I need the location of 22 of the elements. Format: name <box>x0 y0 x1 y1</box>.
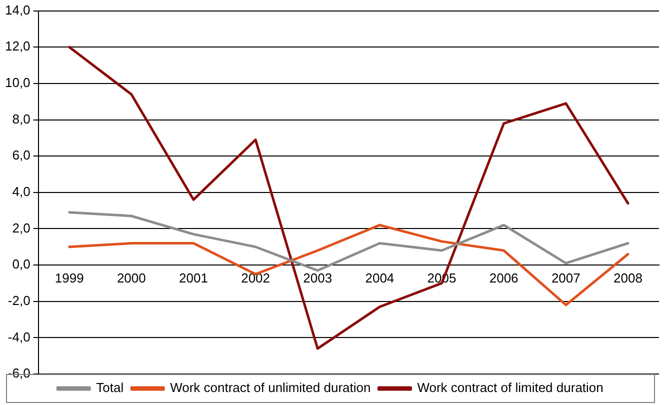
y-tick-label: 8,0 <box>12 111 30 126</box>
legend-label: Work contract of unlimited duration <box>170 380 371 396</box>
y-tick-label: 6,0 <box>12 148 30 163</box>
y-tick-label: -4,0 <box>8 329 30 344</box>
y-tick-label: 4,0 <box>12 184 30 199</box>
y-tick-label: 0,0 <box>12 256 30 272</box>
x-tick-label: 2004 <box>365 270 394 286</box>
x-tick-label: 2001 <box>179 270 208 286</box>
x-tick-label: 2000 <box>116 270 146 286</box>
x-tick-label: 2008 <box>614 270 642 286</box>
x-tick-label: 2006 <box>489 270 518 286</box>
legend-label: Total <box>96 380 124 396</box>
legend-label: Work contract of limited duration <box>417 380 604 396</box>
y-tick-label: 2,0 <box>12 220 30 236</box>
x-tick-label: 1999 <box>54 270 84 286</box>
x-tick-label: 2007 <box>551 270 580 286</box>
y-tick-label: 10,0 <box>4 75 30 90</box>
x-tick-label: 2003 <box>303 270 332 286</box>
y-tick-label: 14,0 <box>4 2 30 18</box>
x-tick-label: 2002 <box>241 270 270 286</box>
y-tick-label: -2,0 <box>8 292 30 308</box>
y-tick-label: 12,0 <box>4 38 30 54</box>
